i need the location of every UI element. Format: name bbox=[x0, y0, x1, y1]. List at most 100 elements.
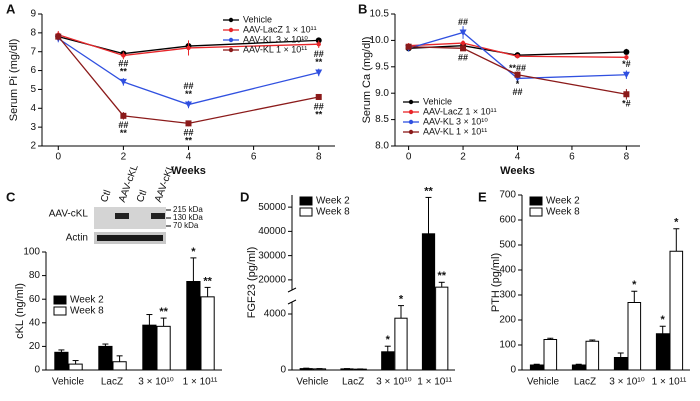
line-series bbox=[408, 31, 627, 80]
y-tick-label: 0 bbox=[34, 365, 40, 376]
y-tick-label: 4000 bbox=[264, 309, 287, 320]
marker bbox=[55, 33, 62, 40]
line-series bbox=[57, 37, 319, 106]
significance-mark: ** bbox=[203, 275, 212, 287]
significance-mark: * bbox=[386, 334, 391, 346]
y-tick-label: 600 bbox=[499, 215, 516, 226]
blot-band bbox=[115, 213, 129, 219]
legend-swatch bbox=[529, 196, 543, 206]
legend-marker bbox=[408, 129, 414, 135]
size-marker: 70 kDa bbox=[173, 221, 199, 230]
marker bbox=[121, 53, 126, 58]
x-tick-label: 3 × 10¹⁰ bbox=[609, 377, 644, 388]
marker bbox=[185, 120, 192, 127]
x-tick-label: 4 bbox=[515, 152, 521, 163]
legend-swatch bbox=[529, 207, 543, 217]
y-tick-label: 20 bbox=[29, 341, 41, 352]
marker bbox=[623, 49, 630, 56]
marker bbox=[460, 45, 467, 52]
bar bbox=[585, 340, 600, 371]
x-tick-label: 6 bbox=[569, 152, 575, 163]
significance-mark: ## bbox=[118, 58, 128, 68]
legend-marker bbox=[228, 27, 234, 33]
y-tick-label: 500 bbox=[499, 240, 516, 251]
x-tick-label: 8 bbox=[624, 152, 630, 163]
bar bbox=[613, 357, 628, 371]
y-tick-label: 8.0 bbox=[375, 141, 389, 152]
significance-mark: ** bbox=[315, 109, 323, 119]
bar bbox=[112, 361, 127, 371]
significance-mark: ## bbox=[458, 53, 468, 63]
y-tick-label: 0 bbox=[510, 365, 516, 376]
y-tick-label: 100 bbox=[499, 340, 516, 351]
y-tick-label: 10.0 bbox=[370, 35, 390, 46]
y-tick-label: 8 bbox=[30, 27, 36, 38]
legend-marker bbox=[408, 99, 414, 105]
significance-mark: ** bbox=[437, 270, 446, 282]
y-tick-label: 200 bbox=[499, 315, 516, 326]
significance-mark: ** bbox=[315, 57, 323, 67]
bar bbox=[394, 317, 408, 371]
panel-letter: D bbox=[240, 189, 249, 204]
significance-mark: * bbox=[661, 314, 666, 326]
x-tick-label: 1 × 10¹¹ bbox=[417, 377, 452, 388]
y-tick-label: 50000 bbox=[258, 202, 286, 213]
significance-mark: ## bbox=[314, 49, 324, 59]
y-tick-label: 40000 bbox=[258, 226, 286, 237]
legend-label: Week 8 bbox=[546, 207, 580, 218]
legend-marker bbox=[228, 37, 234, 43]
y-tick-label: 400 bbox=[499, 265, 516, 276]
significance-mark: **## bbox=[509, 63, 526, 73]
marker bbox=[185, 101, 192, 109]
bar bbox=[627, 302, 642, 371]
significance-mark: ## bbox=[183, 81, 193, 91]
x-tick-label: Vehicle bbox=[52, 377, 85, 388]
blot-column-label: Ctl bbox=[135, 189, 150, 204]
y-tick-label: 9.0 bbox=[375, 88, 389, 99]
bar bbox=[381, 351, 395, 371]
y-tick-label: 9 bbox=[30, 9, 36, 20]
legend-label: Week 8 bbox=[316, 207, 350, 218]
y-tick-label: 9.5 bbox=[375, 61, 389, 72]
x-tick-label: 2 bbox=[460, 152, 466, 163]
bar bbox=[669, 250, 684, 371]
blot-row-label: Actin bbox=[66, 233, 88, 244]
x-axis-label: Weeks bbox=[500, 165, 535, 177]
y-tick-label: 2 bbox=[30, 141, 36, 152]
significance-mark: ## bbox=[458, 17, 468, 27]
y-axis-label: Serum Ca (mg/dl) bbox=[361, 37, 373, 124]
legend-label: AAV-KL 3 × 10¹⁰ bbox=[423, 116, 488, 126]
legend-label: Week 2 bbox=[70, 295, 104, 306]
legend-swatch bbox=[53, 306, 67, 316]
x-tick-label: 1 × 10¹¹ bbox=[652, 377, 687, 388]
x-tick-label: 2 bbox=[121, 152, 127, 163]
y-tick-label: 0 bbox=[280, 365, 286, 376]
y-axis-label: FGF23 (pg/ml) bbox=[246, 247, 258, 319]
x-tick-label: Vehicle bbox=[527, 377, 560, 388]
line-series bbox=[58, 34, 319, 57]
size-marker: 215 kDa bbox=[173, 205, 203, 214]
significance-mark: * bbox=[516, 79, 520, 89]
significance-mark: * bbox=[674, 217, 679, 229]
bar bbox=[435, 286, 449, 371]
y-axis-label: cKL (ng/ml) bbox=[14, 283, 26, 339]
y-tick-label: 4 bbox=[30, 103, 36, 114]
significance-mark: *# bbox=[622, 59, 631, 69]
panel-letter: C bbox=[6, 189, 16, 204]
y-tick-label: 30000 bbox=[258, 250, 286, 261]
legend-label: AAV-LacZ 1 × 10¹¹ bbox=[423, 106, 497, 116]
bar bbox=[655, 333, 670, 371]
marker bbox=[316, 41, 321, 47]
bar bbox=[200, 296, 215, 371]
y-tick-label: 300 bbox=[499, 290, 516, 301]
x-tick-label: 3 × 10¹⁰ bbox=[376, 377, 411, 388]
marker bbox=[119, 78, 127, 86]
significance-mark: ** bbox=[120, 66, 128, 76]
y-tick-label: 700 bbox=[499, 190, 516, 201]
bar bbox=[543, 339, 558, 371]
legend-swatch bbox=[299, 207, 313, 217]
y-tick-label: 8.5 bbox=[375, 114, 389, 125]
line-series bbox=[57, 36, 319, 125]
bar bbox=[571, 364, 586, 371]
